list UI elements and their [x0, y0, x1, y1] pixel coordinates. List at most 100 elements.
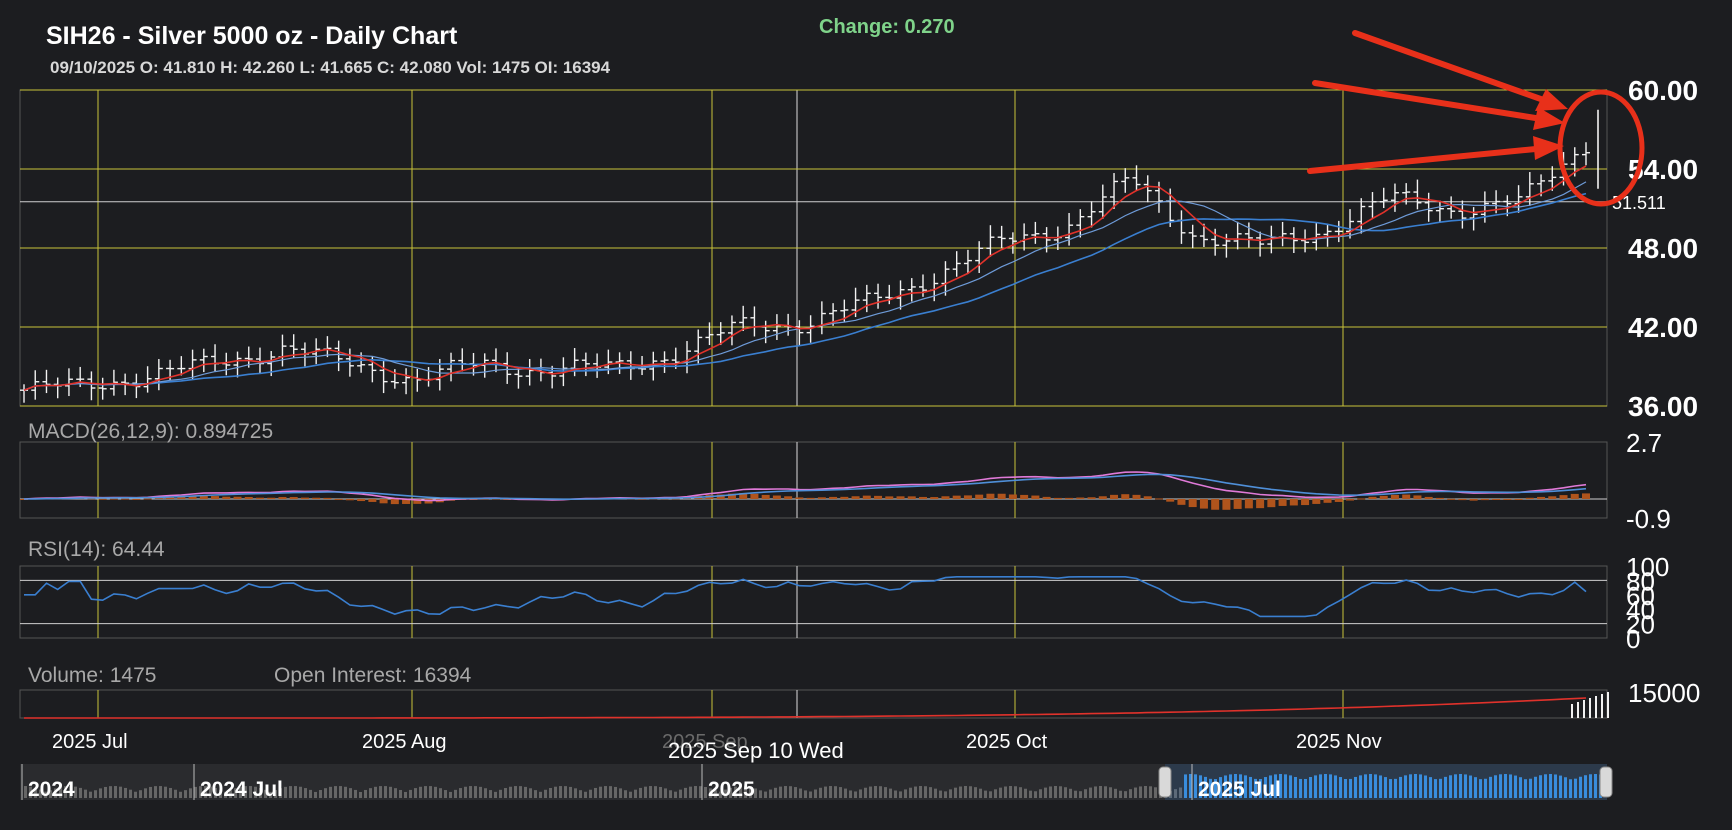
macd-histogram-bar [1143, 496, 1152, 499]
navigator-bar-item [1264, 777, 1267, 798]
macd-histogram-bar [907, 496, 916, 499]
navigator-bar-item [1114, 788, 1117, 798]
change-value: Change: 0.270 [819, 16, 955, 38]
navigator-bar-item [44, 791, 47, 798]
navigator-bar-item [1144, 786, 1147, 798]
navigator-bar-item [1009, 786, 1012, 798]
navigator-bar-item [939, 790, 942, 798]
rsi-tick-label: 60 [1626, 581, 1655, 611]
navigator-bar-item [969, 786, 972, 798]
navigator-bar-item [1059, 786, 1062, 798]
navigator-bar-item [524, 786, 527, 798]
arrow-3-head [1533, 136, 1564, 160]
navigator-bar-item [924, 786, 927, 798]
navigator-handle-left[interactable] [1158, 766, 1172, 798]
arrow-2-head [1533, 107, 1565, 130]
price-tick-label: 48.00 [1628, 233, 1698, 264]
navigator-bar-item [864, 787, 867, 798]
navigator-bar-item [1074, 790, 1077, 798]
rsi-grid [20, 566, 1607, 638]
macd-histogram-bar [402, 499, 411, 504]
macd-histogram-bar [1222, 499, 1231, 510]
navigator-bar-item [514, 786, 517, 798]
navigator-bar-item [179, 791, 182, 798]
navigator-bar-item [174, 789, 177, 798]
macd-histogram-bar [986, 493, 995, 499]
navigator-bar-item [1259, 779, 1262, 798]
navigator-bar-item [759, 790, 762, 798]
navigator-bar-item [1489, 776, 1492, 798]
navigator-bar-item [584, 791, 587, 798]
navigator-bar-item [279, 788, 282, 798]
macd-tick-label: -0.9 [1626, 504, 1671, 534]
arrow-3 [1307, 145, 1549, 174]
volume-axis: 15000 [1628, 678, 1700, 708]
macd-histogram-bar [716, 494, 725, 499]
navigator-bar-item [1174, 789, 1177, 798]
macd-histogram-bar [289, 497, 298, 499]
navigator-bar-item [1244, 775, 1247, 798]
navigator-bar-item [154, 786, 157, 798]
macd-histogram-bar [1435, 497, 1444, 499]
navigator-handle-right[interactable] [1599, 766, 1613, 798]
navigator-bar-item [744, 786, 747, 798]
macd-histogram-bar [267, 497, 276, 499]
navigator-bar-item [1124, 791, 1127, 798]
navigator-bar-item [1399, 776, 1402, 798]
macd-histogram-bar [1087, 497, 1096, 499]
x-tick-label: 2025 Jul [52, 731, 128, 753]
macd-histogram-bar [188, 496, 197, 499]
macd-label: MACD(26,12,9): 0.894725 [28, 420, 274, 443]
navigator-bar-item [1429, 777, 1432, 798]
navigator-bar-item [984, 790, 987, 798]
arrow-1-head [1535, 89, 1568, 111]
navigator-bar-item [69, 786, 72, 798]
macd-histogram-bar [1514, 499, 1523, 500]
macd-histogram-bar [1042, 496, 1051, 499]
navigator-bar-item [1309, 776, 1312, 798]
navigator-bar-item [1089, 787, 1092, 798]
navigator-bar-item [344, 786, 347, 798]
navigator-bar-item [944, 791, 947, 798]
navigator-bar-item [224, 791, 227, 798]
macd-histogram-bar [1346, 499, 1355, 501]
navigator-bar-item [1019, 787, 1022, 798]
macd-histogram-bar [1447, 498, 1456, 500]
navigator-bar-item [294, 786, 297, 798]
navigator-bar-item [1389, 779, 1392, 798]
navigator-bar-item [404, 791, 407, 798]
macd-histogram-bar [1166, 499, 1175, 502]
navigator-bar-item [409, 789, 412, 798]
navigator-bar-item [229, 790, 232, 798]
navigator-bar-item [314, 791, 317, 798]
volume-tick-label: 15000 [1628, 678, 1700, 708]
navigator-bar-item [1214, 779, 1217, 798]
navigator-bar-item [129, 789, 132, 798]
navigator-bar-item [159, 786, 162, 798]
navigator-bar-item [239, 786, 242, 798]
macd-histogram-bar [1334, 499, 1343, 502]
macd-histogram-bar [1413, 495, 1422, 499]
navigator-labels: 2024 2024 Jul 2025 2025 Jul [21, 764, 1281, 801]
rsi-tick-label: 40 [1626, 595, 1655, 625]
navigator-bar-item [824, 786, 827, 798]
navigator-bar-item [634, 789, 637, 798]
navigator-bar-item [84, 789, 87, 798]
navigator-bar-item [109, 786, 112, 798]
navigator-bar-item [1344, 778, 1347, 798]
navigator-bar-item [429, 786, 432, 798]
open-interest-line [24, 697, 1587, 719]
navigator-bar-item [554, 786, 557, 798]
navigator-bar-item [754, 788, 757, 798]
navigator-bar-item [1544, 774, 1547, 798]
navigator-bar-item [1419, 774, 1422, 798]
cursor-date-label: 2025 Sep 10 Wed [668, 738, 844, 763]
navigator-selection[interactable] [1165, 764, 1607, 800]
navigator-bar-item [1014, 786, 1017, 798]
rsi-line [24, 576, 1587, 618]
navigator-bar-item [899, 791, 902, 798]
macd-histogram-bar [840, 496, 849, 499]
macd-histogram-bar [1424, 496, 1433, 499]
navigator-bar-item [1459, 774, 1462, 798]
